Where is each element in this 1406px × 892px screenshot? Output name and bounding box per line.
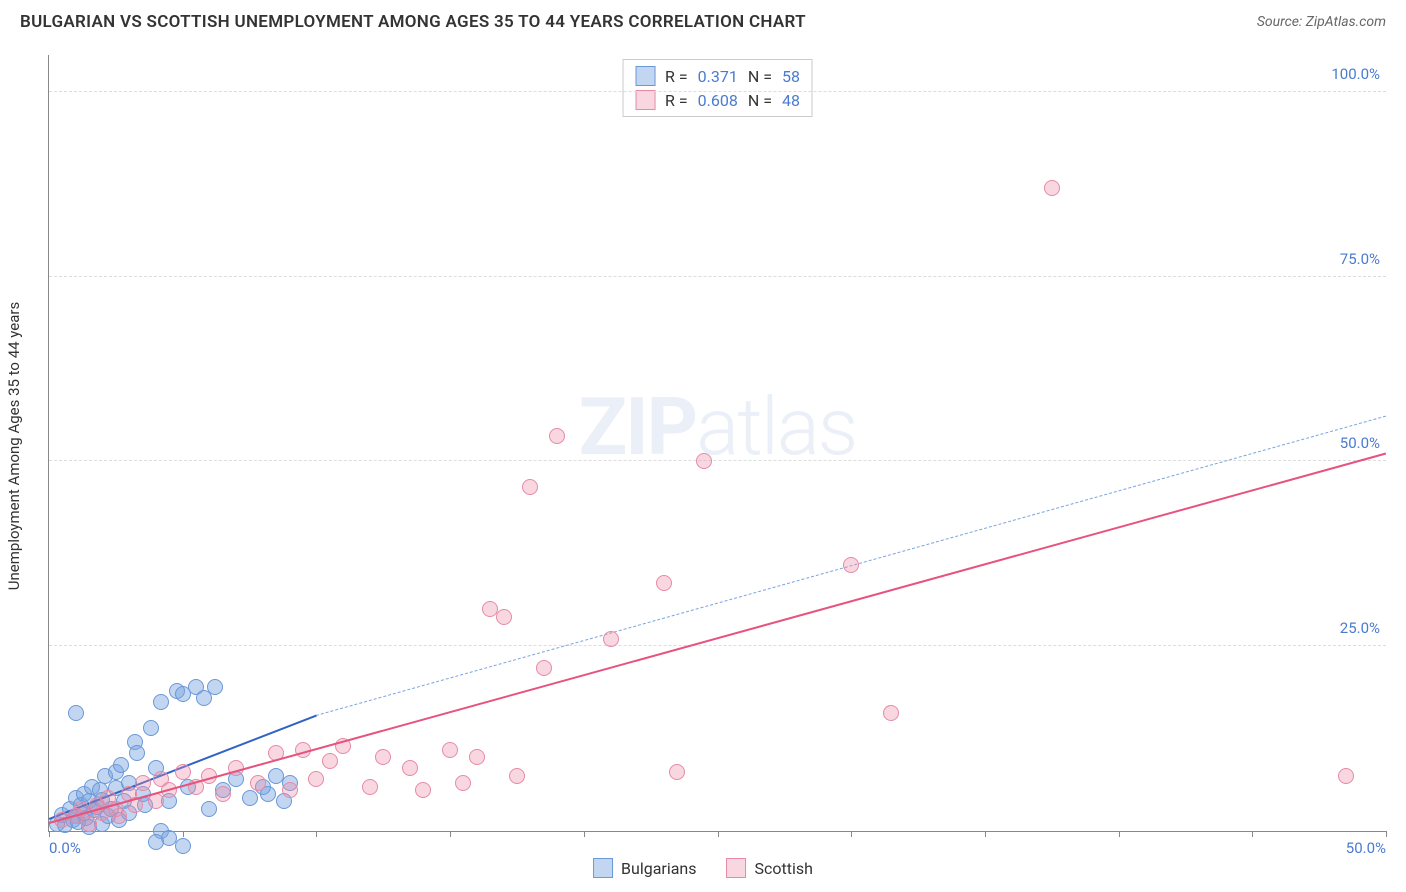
n-label: N = [748,91,772,110]
data-point [335,738,351,754]
data-point [73,801,89,817]
data-point [415,782,431,798]
chart-header: BULGARIAN VS SCOTTISH UNEMPLOYMENT AMONG… [0,0,1406,40]
data-point [228,760,244,776]
data-point [669,764,685,780]
x-tick [1252,831,1253,837]
source-attribution: Source: ZipAtlas.com [1257,14,1386,30]
data-point [250,775,266,791]
data-point [295,742,311,758]
data-point [175,838,191,854]
x-tick [316,831,317,837]
source-label: Source: [1257,14,1306,30]
trend-line [49,452,1387,823]
y-tick-label: 100.0% [1331,65,1380,83]
data-point [81,816,97,832]
data-point [696,453,712,469]
data-point [242,790,258,806]
x-tick [851,831,852,837]
x-tick [450,831,451,837]
r-value-bulgarians: 0.371 [698,67,738,86]
data-point [135,775,151,791]
x-tick [1119,831,1120,837]
data-point [207,679,223,695]
legend-item-scottish: Scottish [727,858,813,878]
data-point [68,705,84,721]
data-point [1044,180,1060,196]
chart-title: BULGARIAN VS SCOTTISH UNEMPLOYMENT AMONG… [20,12,806,32]
data-point [188,779,204,795]
n-value-scottish: 48 [782,91,800,110]
r-label: R = [665,91,688,110]
data-point [1338,768,1354,784]
data-point [282,782,298,798]
data-point [883,705,899,721]
data-point [153,694,169,710]
x-tick [1386,831,1387,837]
legend-item-bulgarians: Bulgarians [593,858,696,878]
data-point [322,753,338,769]
gridline [49,91,1386,92]
data-point [509,768,525,784]
correlation-legend: R = 0.371 N = 58 R = 0.608 N = 48 [622,59,813,117]
swatch-bulgarians [593,858,613,878]
y-tick-label: 25.0% [1340,619,1380,637]
data-point [127,797,143,813]
data-point [215,786,231,802]
x-tick [183,831,184,837]
data-point [175,764,191,780]
legend-label-bulgarians: Bulgarians [621,859,696,878]
data-point [113,757,129,773]
swatch-bulgarians [635,66,655,86]
y-axis-title: Unemployment Among Ages 35 to 44 years [5,302,23,590]
data-point [201,768,217,784]
data-point [362,779,378,795]
data-point [442,742,458,758]
data-point [656,575,672,591]
data-point [111,808,127,824]
data-point [496,609,512,625]
data-point [201,801,217,817]
data-point [469,749,485,765]
data-point [522,479,538,495]
data-point [455,775,471,791]
series-legend: Bulgarians Scottish [593,858,813,878]
swatch-scottish [635,90,655,110]
data-point [129,745,145,761]
n-value-bulgarians: 58 [782,67,800,86]
x-tick [49,831,50,837]
data-point [268,745,284,761]
r-label: R = [665,67,688,86]
data-point [148,793,164,809]
legend-label-scottish: Scottish [755,859,813,878]
x-tick [584,831,585,837]
r-value-scottish: 0.608 [698,91,738,110]
legend-row-bulgarians: R = 0.371 N = 58 [635,64,800,88]
y-tick-label: 75.0% [1340,250,1380,268]
gridline [49,645,1386,646]
x-tick [985,831,986,837]
swatch-scottish [727,858,747,878]
source-name: ZipAtlas.com [1306,14,1386,30]
y-tick-label: 50.0% [1340,434,1380,452]
gridline [49,276,1386,277]
data-point [308,771,324,787]
data-point [549,428,565,444]
x-tick-label: 50.0% [1346,839,1386,857]
n-label: N = [748,67,772,86]
data-point [843,557,859,573]
data-point [161,782,177,798]
data-point [402,760,418,776]
scatter-plot-area: ZIPatlas R = 0.371 N = 58 R = 0.608 N = … [48,55,1386,832]
data-point [148,834,164,850]
data-point [143,720,159,736]
gridline [49,460,1386,461]
data-point [375,749,391,765]
data-point [536,660,552,676]
x-tick [718,831,719,837]
data-point [603,631,619,647]
x-tick-label: 0.0% [49,839,81,857]
